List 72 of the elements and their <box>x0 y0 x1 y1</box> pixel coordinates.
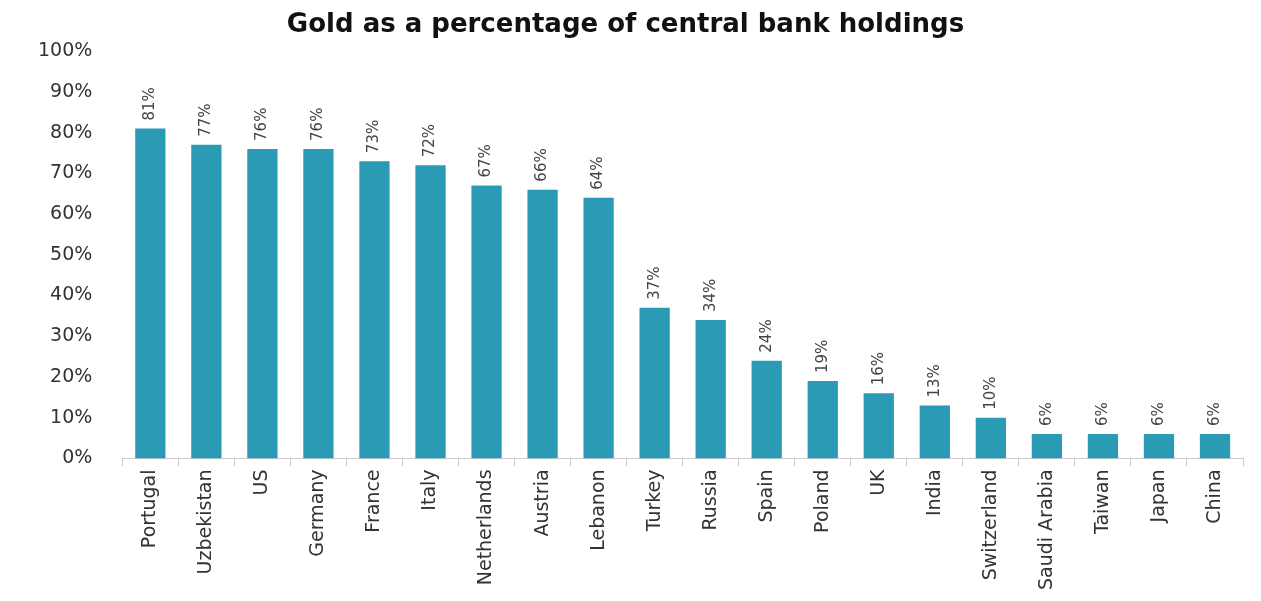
bar <box>303 148 334 459</box>
x-tick-label: Saudi Arabia <box>1033 469 1056 590</box>
bar <box>919 405 950 459</box>
y-tick-label: 10% <box>50 404 93 427</box>
x-tick-label: US <box>249 469 272 496</box>
data-label: 72% <box>420 123 439 158</box>
chart-title: Gold as a percentage of central bank holdings <box>286 8 965 39</box>
x-tick-label: France <box>361 469 384 533</box>
bar <box>471 185 502 459</box>
x-tick-label: Netherlands <box>473 469 496 586</box>
y-tick-label: 60% <box>50 201 93 224</box>
bar <box>1199 434 1231 459</box>
bar <box>1031 434 1063 459</box>
data-label: 67% <box>476 144 495 178</box>
data-label: 76% <box>308 107 327 141</box>
data-label: 37% <box>644 266 663 300</box>
x-tick-label: Poland <box>809 469 832 533</box>
data-label: 24% <box>756 319 775 353</box>
x-tick-label: China <box>1201 469 1224 524</box>
data-label: 34% <box>700 278 719 312</box>
y-tick-label: 20% <box>50 363 93 386</box>
x-tick-label: Turkey <box>641 469 664 533</box>
y-tick-label: 90% <box>50 78 93 101</box>
x-tick-label: Spain <box>753 469 776 523</box>
bar <box>975 417 1006 459</box>
data-label: 6% <box>1204 402 1223 427</box>
x-tick-label: Taiwan <box>1089 469 1112 536</box>
bar <box>695 319 726 459</box>
x-tick-label: Portugal <box>137 469 160 549</box>
bar <box>191 144 222 459</box>
x-tick-label: Italy <box>417 469 440 511</box>
x-tick-label: UK <box>865 468 888 496</box>
bar <box>359 161 390 459</box>
data-label: 76% <box>252 107 271 141</box>
data-label: 19% <box>812 339 831 374</box>
bar <box>1087 434 1119 459</box>
x-tick-label: Lebanon <box>585 469 608 551</box>
bar <box>807 381 838 459</box>
bar <box>751 360 782 459</box>
data-label: 6% <box>1092 402 1111 427</box>
data-label: 6% <box>1036 402 1055 427</box>
bar <box>135 128 166 459</box>
data-label: 81% <box>140 87 159 121</box>
data-label: 10% <box>980 376 999 410</box>
x-tick-label: Uzbekistan <box>193 469 216 575</box>
x-tick-label: Germany <box>305 469 328 557</box>
bar <box>583 197 614 459</box>
y-tick-label: 0% <box>62 445 93 468</box>
data-label: 64% <box>588 156 607 190</box>
data-label: 13% <box>924 364 943 398</box>
bar <box>639 307 670 459</box>
x-tick-label: Austria <box>529 469 552 537</box>
y-tick-label: 70% <box>50 160 93 183</box>
data-label: 6% <box>1148 402 1167 427</box>
x-tick-label: India <box>921 469 944 517</box>
bar <box>247 148 278 459</box>
data-label: 16% <box>868 351 887 386</box>
bar <box>415 165 446 459</box>
bar <box>527 189 558 459</box>
x-tick-label: Switzerland <box>977 469 1000 581</box>
data-label: 77% <box>196 103 215 137</box>
data-label: 73% <box>364 119 383 154</box>
x-tick-label: Japan <box>1145 469 1168 524</box>
y-tick-label: 30% <box>50 323 93 346</box>
bar <box>1143 434 1175 459</box>
x-tick-label: Russia <box>697 469 720 531</box>
y-tick-label: 100% <box>37 38 93 61</box>
y-tick-label: 80% <box>50 119 93 142</box>
data-label: 66% <box>532 148 551 182</box>
y-tick-label: 40% <box>50 282 93 305</box>
bar <box>863 393 894 459</box>
y-tick-label: 50% <box>50 241 93 264</box>
